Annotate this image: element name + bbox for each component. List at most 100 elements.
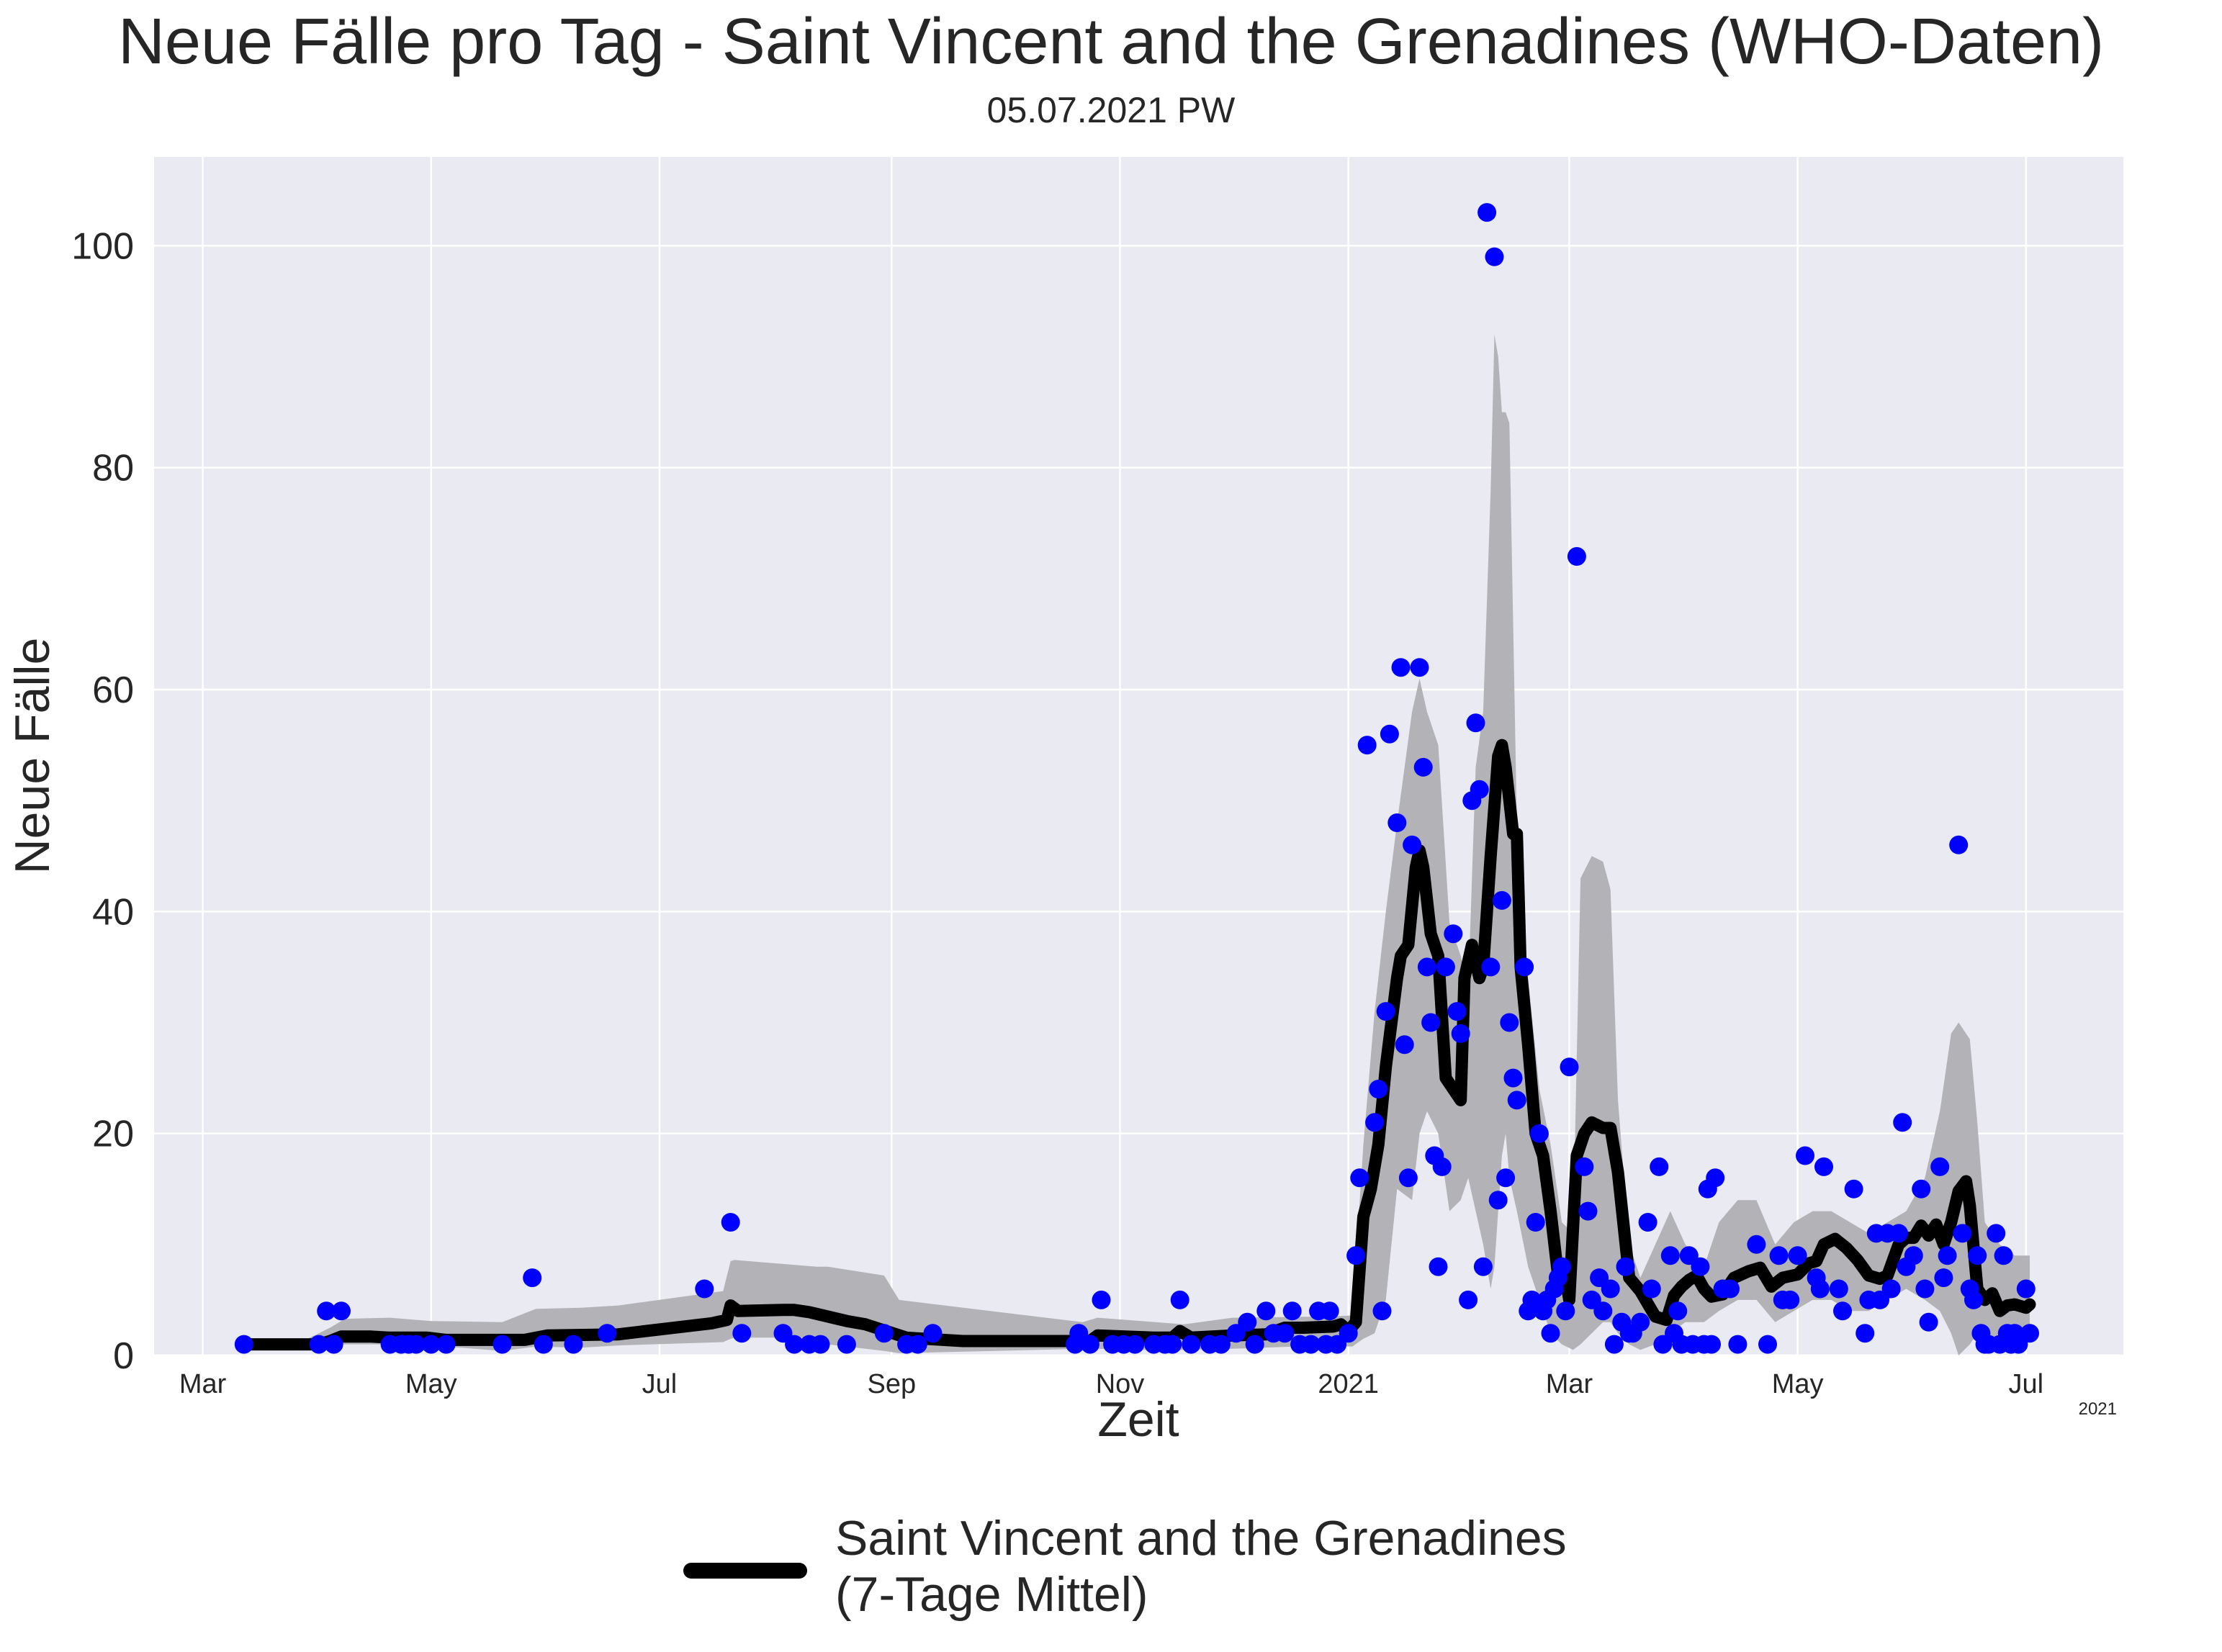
daily-case-point xyxy=(1529,1124,1549,1143)
daily-case-point xyxy=(317,1301,336,1321)
daily-case-point xyxy=(1604,1335,1624,1354)
daily-case-point xyxy=(1881,1279,1901,1299)
daily-case-point xyxy=(1372,1301,1392,1321)
daily-case-point xyxy=(1616,1257,1635,1276)
daily-case-point xyxy=(332,1301,351,1321)
daily-case-point xyxy=(1211,1335,1231,1354)
daily-case-point xyxy=(1747,1235,1766,1254)
x-tick-label: Nov xyxy=(1096,1369,1145,1399)
daily-case-point xyxy=(1930,1157,1950,1176)
daily-case-point xyxy=(1526,1213,1545,1232)
daily-case-point xyxy=(436,1335,456,1354)
daily-case-point xyxy=(1163,1335,1182,1354)
x-tick-label: Mar xyxy=(1546,1369,1593,1399)
daily-case-point xyxy=(1953,1224,1972,1243)
daily-case-point xyxy=(1844,1179,1863,1199)
daily-case-point xyxy=(1919,1312,1938,1332)
daily-case-point xyxy=(421,1335,441,1354)
daily-case-point xyxy=(721,1213,740,1232)
daily-case-point xyxy=(1503,1068,1523,1088)
daily-case-point xyxy=(1282,1301,1302,1321)
daily-case-point xyxy=(1893,1113,1912,1132)
legend-label-line2: (7-Tage Mittel) xyxy=(835,1567,1148,1622)
daily-case-point xyxy=(1575,1157,1594,1176)
daily-case-point xyxy=(1788,1246,1807,1265)
daily-case-point xyxy=(1346,1246,1366,1265)
daily-case-point xyxy=(1567,547,1586,566)
daily-case-point xyxy=(1369,1080,1388,1098)
daily-case-point xyxy=(1987,1224,2006,1243)
mean-line xyxy=(238,739,2036,1351)
daily-case-point xyxy=(1473,1257,1493,1276)
x-tick-labels: Mar May Jul Sep Nov 2021 Mar May Jul xyxy=(179,1369,2043,1399)
daily-case-point xyxy=(1481,957,1501,977)
daily-case-point xyxy=(534,1335,553,1354)
daily-case-point xyxy=(1968,1246,1987,1265)
legend: Saint Vincent and the Grenadines (7-Tage… xyxy=(683,1511,1567,1622)
daily-case-point xyxy=(1601,1279,1620,1299)
daily-case-point xyxy=(1488,1191,1508,1210)
x-tick-label: May xyxy=(1772,1369,1824,1399)
daily-case-point xyxy=(1702,1335,1721,1354)
daily-case-point xyxy=(1769,1246,1789,1265)
y-tick-label: 80 xyxy=(92,448,134,489)
daily-case-point xyxy=(874,1324,894,1343)
daily-case-point xyxy=(695,1279,714,1299)
daily-case-point xyxy=(1949,835,1969,854)
daily-case-point xyxy=(1410,658,1429,677)
daily-case-point xyxy=(1541,1324,1560,1343)
daily-case-point xyxy=(1810,1279,1830,1299)
daily-case-point xyxy=(1856,1324,1875,1343)
daily-case-point xyxy=(1721,1279,1740,1299)
daily-case-point xyxy=(1447,1002,1467,1021)
daily-case-point xyxy=(1781,1290,1800,1309)
mean-line-layer xyxy=(238,739,2036,1351)
daily-case-point xyxy=(1421,1013,1441,1032)
daily-case-point xyxy=(1556,1301,1575,1321)
daily-case-point xyxy=(908,1335,927,1354)
daily-case-point xyxy=(1245,1335,1264,1354)
daily-case-point xyxy=(1357,736,1377,755)
daily-case-point xyxy=(1256,1301,1276,1321)
daily-case-point xyxy=(1466,713,1485,733)
daily-case-point xyxy=(1398,1168,1418,1188)
daily-case-point xyxy=(1320,1301,1339,1321)
daily-case-point xyxy=(1339,1324,1358,1343)
daily-case-point xyxy=(564,1335,583,1354)
y-tick-label: 20 xyxy=(92,1114,134,1155)
daily-case-point xyxy=(1477,203,1497,222)
daily-case-point xyxy=(1593,1301,1613,1321)
daily-case-point xyxy=(1938,1246,1957,1265)
daily-case-point xyxy=(1432,1157,1452,1176)
daily-case-point xyxy=(1459,1290,1478,1309)
legend-label-line1: Saint Vincent and the Grenadines xyxy=(835,1511,1567,1566)
daily-case-point xyxy=(1092,1290,1111,1309)
daily-case-point xyxy=(324,1335,343,1354)
daily-case-point xyxy=(837,1335,856,1354)
daily-case-point xyxy=(1668,1301,1688,1321)
daily-case-point xyxy=(1444,924,1463,944)
daily-case-point xyxy=(1915,1279,1935,1299)
daily-case-point xyxy=(1638,1213,1657,1232)
daily-case-point xyxy=(1650,1157,1669,1176)
daily-case-point xyxy=(1904,1246,1923,1265)
daily-case-point xyxy=(1429,1257,1448,1276)
daily-case-point xyxy=(1728,1335,1748,1354)
plot-area xyxy=(154,157,2123,1355)
daily-case-point xyxy=(1758,1335,1777,1354)
daily-case-point xyxy=(598,1324,617,1343)
daily-case-point xyxy=(2020,1324,2039,1343)
daily-case-point xyxy=(523,1268,542,1288)
daily-case-point xyxy=(1833,1301,1852,1321)
daily-case-point xyxy=(1964,1290,1983,1309)
daily-case-point xyxy=(309,1335,328,1354)
x-tick-label: Mar xyxy=(179,1369,227,1399)
daily-case-point xyxy=(1496,1168,1516,1188)
daily-case-point xyxy=(1391,658,1411,677)
daily-case-point xyxy=(1380,724,1399,744)
x-offset-label: 2021 xyxy=(2079,1399,2117,1419)
daily-case-point xyxy=(1515,957,1534,977)
daily-case-point xyxy=(1889,1224,1908,1243)
chart-title: Neue Fälle pro Tag - Saint Vincent and t… xyxy=(118,6,2104,78)
